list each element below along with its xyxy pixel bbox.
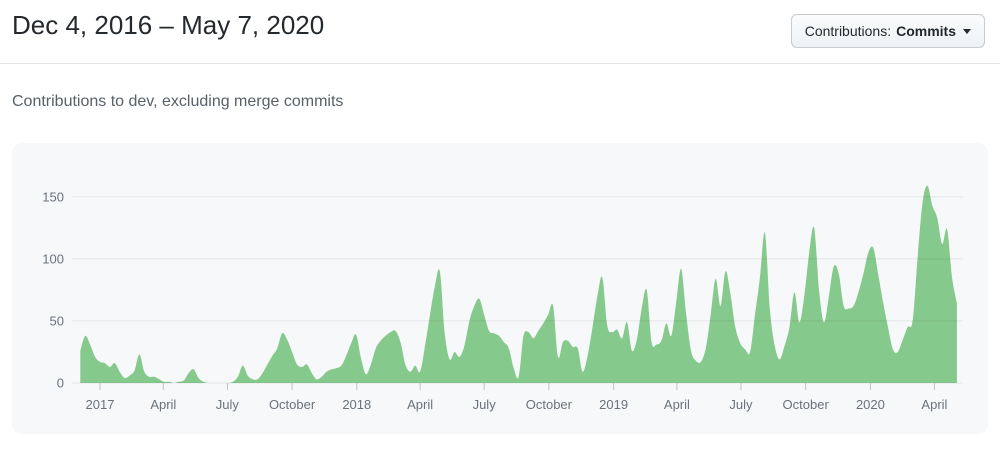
y-tick-label-50: 50 xyxy=(50,313,64,328)
x-tick-label: 2018 xyxy=(342,397,371,412)
contributions-graph-card: 0 50 100 150 2017 April July October 2018 April Ju… xyxy=(12,143,988,434)
x-tick-label: 2020 xyxy=(856,397,885,412)
x-tick-label: 2019 xyxy=(599,397,628,412)
x-tick-label: October xyxy=(526,397,573,412)
x-axis: 2017 April July October 2018 April July October… xyxy=(86,383,948,412)
x-tick-label: July xyxy=(216,397,240,412)
date-range-title: Dec 4, 2016 – May 7, 2020 xyxy=(12,10,325,40)
y-grid: 0 50 100 150 xyxy=(42,189,963,391)
x-tick-label: July xyxy=(729,397,753,412)
y-tick-label-0: 0 xyxy=(57,376,64,391)
dropdown-selected-value: Commits xyxy=(896,23,956,39)
x-tick-label: April xyxy=(150,397,176,412)
chart-subtitle: Contributions to dev, excluding merge co… xyxy=(12,93,344,110)
x-tick-label: October xyxy=(269,397,316,412)
commits-area-series xyxy=(80,185,957,383)
header-divider xyxy=(0,63,1000,64)
x-tick-label: April xyxy=(407,397,433,412)
x-tick-label: April xyxy=(664,397,690,412)
y-tick-label-150: 150 xyxy=(42,189,64,204)
x-tick-label: April xyxy=(921,397,947,412)
x-tick-label: October xyxy=(783,397,830,412)
x-tick-label: July xyxy=(473,397,497,412)
dropdown-prefix-label: Contributions: xyxy=(804,23,892,39)
x-tick-label: 2017 xyxy=(86,397,115,412)
contributions-area-chart: 0 50 100 150 2017 April July October 2018 April Ju… xyxy=(42,185,963,412)
y-tick-label-100: 100 xyxy=(42,251,64,266)
contributions-filter-button[interactable]: Contributions: Commits xyxy=(790,14,985,48)
caret-down-icon xyxy=(963,28,971,34)
